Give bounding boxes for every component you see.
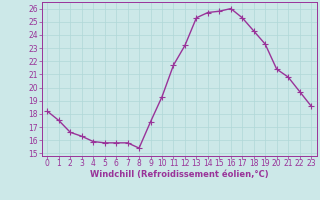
X-axis label: Windchill (Refroidissement éolien,°C): Windchill (Refroidissement éolien,°C) <box>90 170 268 179</box>
